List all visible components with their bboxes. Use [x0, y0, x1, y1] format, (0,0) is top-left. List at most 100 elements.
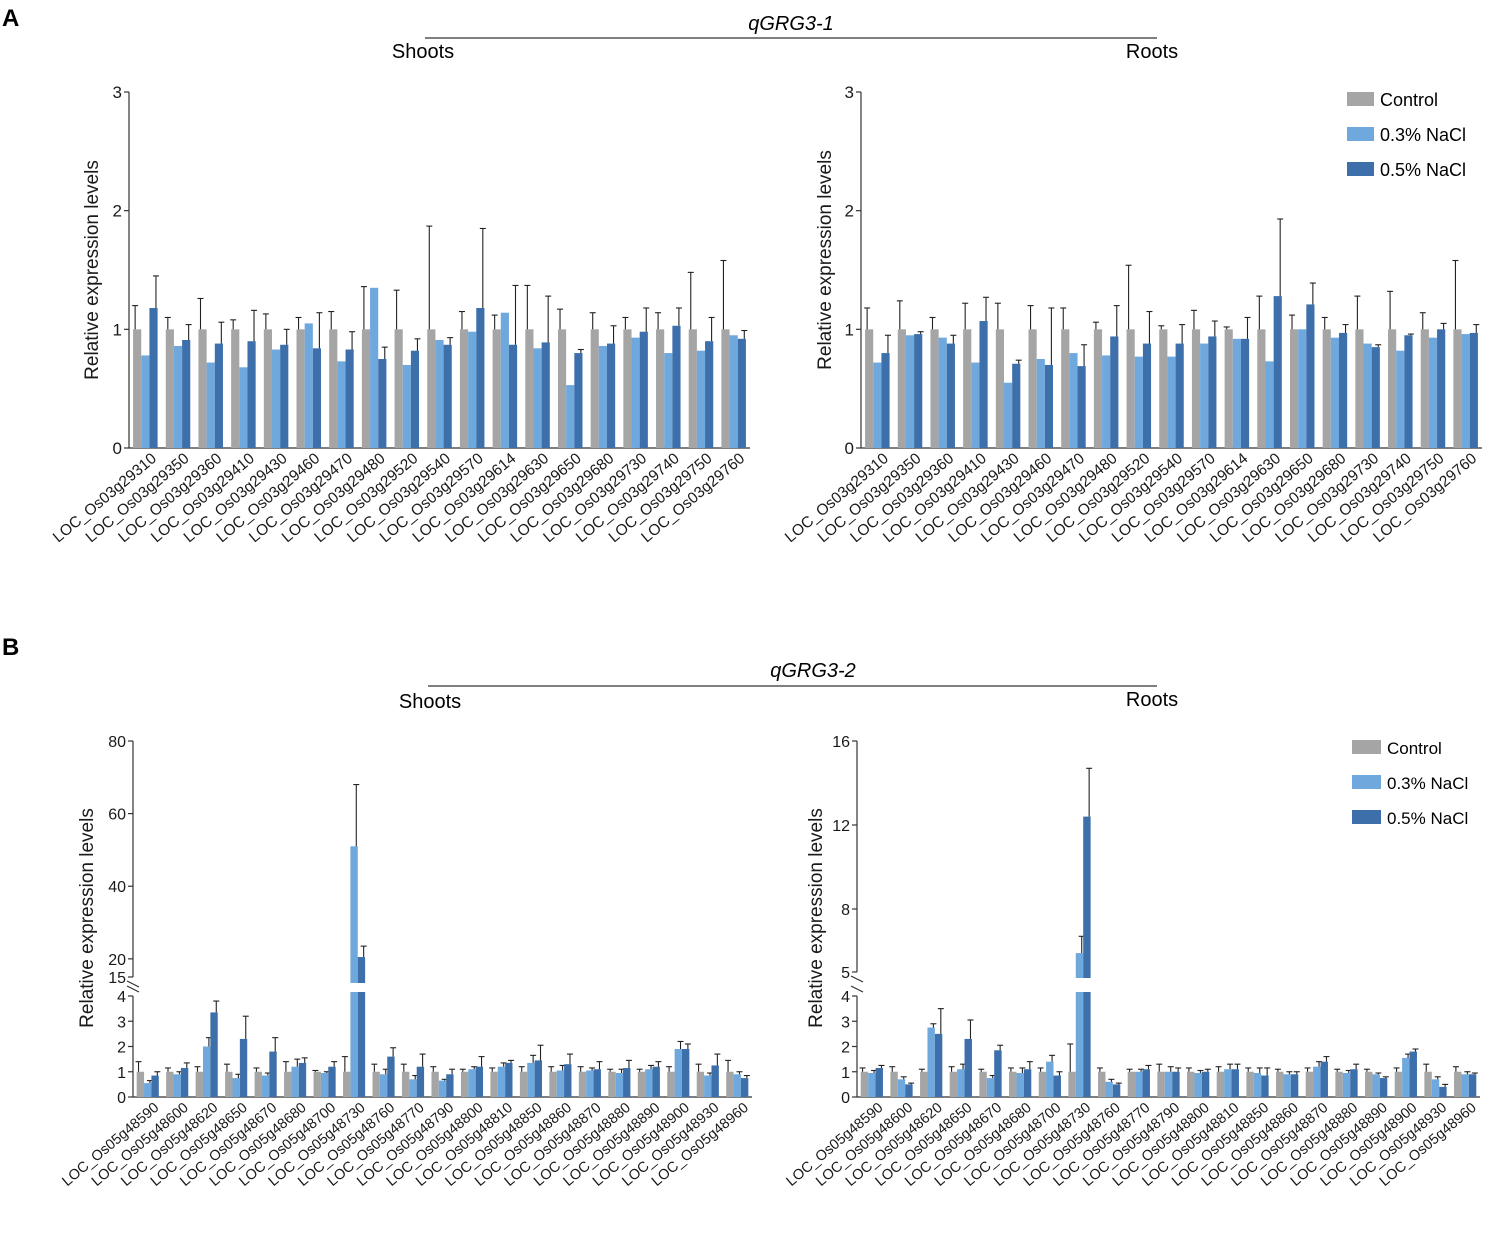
bar	[905, 335, 915, 448]
bar	[1044, 364, 1054, 448]
bar	[1439, 1086, 1447, 1097]
bar	[350, 992, 358, 1097]
bar	[564, 1064, 572, 1097]
legend-b-swatch-nacl-05	[1352, 810, 1381, 824]
bar	[541, 342, 550, 448]
bar	[705, 341, 714, 448]
bar	[1276, 1071, 1284, 1097]
bar	[198, 329, 207, 448]
bar	[527, 1062, 535, 1097]
bar	[979, 1071, 987, 1097]
y-tick-label: 2	[845, 202, 854, 221]
bar	[733, 1074, 741, 1097]
y-tick-label: 15	[108, 970, 126, 987]
bar	[247, 341, 256, 448]
y-tick-label: 3	[845, 83, 854, 102]
y-tick-label: 8	[841, 902, 850, 919]
bar	[387, 1056, 395, 1097]
bar	[361, 329, 371, 448]
bar	[704, 1075, 712, 1097]
bar	[1053, 1075, 1061, 1097]
bar	[446, 1074, 454, 1097]
y-tick-label: 2	[113, 202, 122, 221]
bar	[740, 1078, 749, 1097]
bar	[280, 344, 289, 448]
y-axis-label: Relative expression levels	[815, 150, 836, 370]
bar	[165, 329, 174, 448]
bar	[313, 1071, 321, 1097]
bar	[608, 1071, 616, 1097]
bar	[459, 329, 469, 448]
y-axis-label: Relative expression levels	[82, 160, 103, 380]
bar	[1187, 1071, 1195, 1097]
axis-break-mark	[850, 975, 864, 983]
y-tick-label: 0	[117, 1090, 126, 1107]
bar	[920, 1071, 928, 1097]
bar	[637, 1071, 646, 1097]
bar	[416, 1066, 425, 1097]
bar	[195, 1071, 204, 1097]
legend-a-label-nacl-03: 0.3% NaCl	[1380, 125, 1466, 145]
bar	[1077, 366, 1086, 448]
bar	[1253, 1073, 1262, 1097]
y-tick-label: 20	[108, 952, 126, 969]
bar	[239, 1038, 248, 1097]
bar	[557, 329, 567, 448]
bar	[1402, 1057, 1410, 1097]
bar	[296, 329, 305, 448]
bar	[949, 1071, 958, 1097]
bar	[173, 1074, 181, 1097]
bar	[930, 329, 939, 448]
bar	[231, 329, 240, 448]
bar	[410, 350, 420, 448]
bar	[598, 345, 608, 448]
bar	[1191, 329, 1201, 448]
bar	[431, 1071, 439, 1097]
y-tick-label: 60	[108, 807, 126, 824]
bar	[1404, 335, 1413, 448]
bar	[1232, 338, 1241, 448]
bar	[475, 1066, 484, 1097]
bar	[1134, 356, 1143, 448]
bar	[1069, 353, 1078, 448]
bar	[1075, 953, 1084, 978]
bar	[492, 329, 501, 448]
bar	[1454, 1071, 1462, 1097]
bar	[607, 343, 616, 448]
bar	[1083, 992, 1091, 1097]
y-tick-label: 4	[841, 989, 850, 1006]
bar	[652, 1066, 660, 1097]
bar	[623, 329, 632, 448]
y-tick-label: 1	[113, 320, 122, 339]
bar	[586, 1070, 594, 1097]
bar	[946, 343, 955, 448]
y-tick-label: 0	[845, 439, 854, 458]
axis-break-mark	[126, 985, 140, 993]
y-axis-label: Relative expression levels	[77, 808, 98, 1028]
bar	[1437, 329, 1446, 448]
bar	[615, 1073, 624, 1097]
bar	[957, 1069, 965, 1097]
bar	[1083, 816, 1091, 978]
bar	[1164, 1071, 1173, 1097]
bar	[394, 329, 403, 448]
panel-b-shoots-label: Shoots	[399, 691, 461, 713]
bar	[350, 846, 358, 983]
bar	[1453, 329, 1462, 448]
y-tick-label: 0	[841, 1090, 850, 1107]
bar	[519, 1071, 528, 1097]
bar	[1175, 343, 1184, 448]
bar	[1142, 1069, 1150, 1097]
bar	[1016, 1073, 1024, 1097]
legend-a-label-control: Control	[1380, 90, 1438, 110]
bar	[664, 353, 673, 448]
bar	[1431, 1079, 1440, 1097]
bar	[860, 1071, 869, 1097]
bar	[409, 1079, 417, 1097]
legend-a: Control 0.3% NaCl 0.5% NaCl	[1347, 90, 1466, 180]
bar	[1261, 1075, 1269, 1097]
bar	[269, 1051, 277, 1097]
